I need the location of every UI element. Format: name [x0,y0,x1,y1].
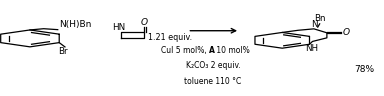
Text: Br: Br [58,47,68,56]
Text: A: A [209,46,215,55]
Text: O: O [343,28,350,37]
Text: CuI 5 mol%,: CuI 5 mol%, [161,46,209,55]
Text: K₂CO₃ 2 equiv.: K₂CO₃ 2 equiv. [186,61,240,70]
Text: N: N [311,20,317,29]
Text: O: O [141,18,148,27]
Text: N(H)Bn: N(H)Bn [59,20,92,29]
Text: 1.21 equiv.: 1.21 equiv. [148,33,192,42]
Text: 78%: 78% [354,65,374,74]
Text: toluene 110 °C: toluene 110 °C [184,77,242,86]
Text: Bn: Bn [314,14,325,23]
Text: NH: NH [305,44,318,53]
Text: 10 mol%: 10 mol% [214,46,250,55]
Text: HN: HN [112,23,125,32]
